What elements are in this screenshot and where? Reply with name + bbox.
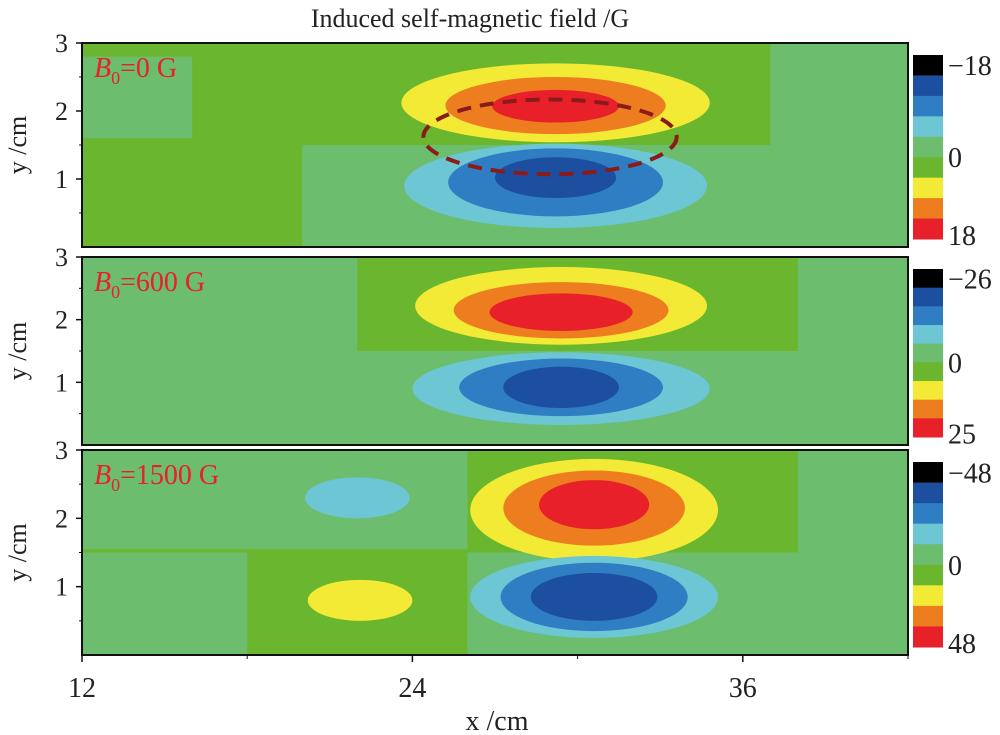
colorbar-cell <box>913 306 943 326</box>
colorbar-label: −48 <box>948 458 992 489</box>
colorbar-cell <box>913 564 943 586</box>
contour-level-6 <box>307 579 413 621</box>
y-tick-label: 3 <box>55 29 68 58</box>
colorbar-label: 18 <box>948 221 976 252</box>
colorbar-cell <box>913 269 943 289</box>
y-tick-label: 2 <box>55 504 68 533</box>
colorbar-label: −26 <box>948 264 992 295</box>
colorbar-cell <box>913 95 943 117</box>
colorbar-cell <box>913 626 943 648</box>
colorbar-label: 0 <box>948 551 962 582</box>
y-tick-label: 1 <box>55 573 68 602</box>
colorbar-label: −18 <box>948 51 992 82</box>
colorbar-cell <box>913 198 943 220</box>
colorbar-cell <box>913 136 943 158</box>
y-axis-label: y /cm <box>3 322 32 381</box>
contour-level-1 <box>530 573 658 621</box>
colorbar-cell <box>913 585 943 607</box>
contour-field <box>82 450 908 655</box>
contour-level-1 <box>494 157 617 199</box>
x-tick-label: 24 <box>398 673 426 704</box>
near-zero-region <box>797 257 908 445</box>
y-tick-label: 2 <box>55 306 68 335</box>
colorbar-cell <box>913 544 943 566</box>
colorbar-cell <box>913 503 943 525</box>
contour-field <box>82 257 908 445</box>
near-zero-region <box>82 257 358 445</box>
colorbar-cell <box>913 55 943 76</box>
dashed-region-outline <box>421 97 679 177</box>
colorbar-cell <box>913 381 943 401</box>
colorbar-label: 25 <box>948 419 976 450</box>
y-axis-label: y /cm <box>3 523 32 582</box>
y-tick-label: 1 <box>55 368 68 397</box>
colorbar-cell <box>913 462 943 484</box>
panel-3: 1 2 3 y /cm B0=1500 G −48 0 48 <box>3 436 992 660</box>
near-zero-region <box>82 552 248 655</box>
contour-level-3 <box>305 477 410 519</box>
colorbar-cell <box>913 399 943 419</box>
y-tick-label: 2 <box>55 97 68 126</box>
colorbar-cell <box>913 418 943 438</box>
colorbar-cell <box>913 482 943 504</box>
near-zero-region <box>770 43 908 247</box>
colorbar-cell <box>913 75 943 97</box>
colorbar-cell <box>913 523 943 545</box>
near-zero-region <box>82 56 193 139</box>
colorbar-cell <box>913 605 943 627</box>
contour-level-8 <box>539 480 650 530</box>
panel-2: 1 2 3 y /cm B0=600 G −26 0 25 <box>3 243 992 450</box>
chart-title: Induced self-magnetic field /G <box>311 4 629 33</box>
colorbar-cell <box>913 218 943 240</box>
near-zero-region <box>797 450 908 655</box>
x-tick-label: 12 <box>68 673 96 704</box>
colorbar-label: 48 <box>948 629 976 660</box>
contour-level-8 <box>489 293 633 331</box>
panel-1: 1 2 3 y /cm B0=0 G −18 0 18 <box>3 29 992 252</box>
colorbar-cell <box>913 287 943 307</box>
colorbar-cell <box>913 362 943 382</box>
contour-field <box>82 43 908 247</box>
colorbar-cell <box>913 343 943 363</box>
colorbar-cell <box>913 116 943 138</box>
y-axis-label: y /cm <box>3 116 32 175</box>
panel-label: B0=1500 G <box>94 460 219 495</box>
x-tick-label: 36 <box>729 673 757 704</box>
contour-level-1 <box>503 366 619 409</box>
colorbar-cell <box>913 177 943 199</box>
y-tick-label: 3 <box>55 436 68 465</box>
colorbar-label: 0 <box>948 143 962 174</box>
x-axis-label: x /cm <box>466 706 529 735</box>
colorbar-label: 0 <box>948 348 962 379</box>
y-tick-label: 3 <box>55 243 68 272</box>
contour-level-8 <box>492 89 619 123</box>
y-tick-label: 1 <box>55 165 68 194</box>
colorbar-cell <box>913 325 943 345</box>
colorbar-cell <box>913 157 943 179</box>
panel-label: B0=600 G <box>94 267 205 302</box>
panel-label: B0=0 G <box>94 53 177 88</box>
